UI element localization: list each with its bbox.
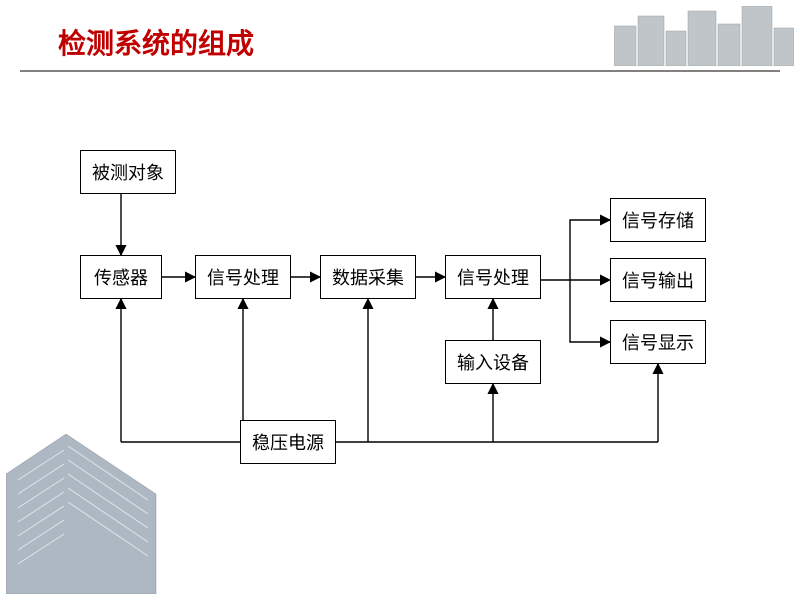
node-power-supply: 稳压电源 <box>240 420 336 464</box>
node-signal-proc-2: 信号处理 <box>445 255 541 299</box>
slide-title: 检测系统的组成 <box>58 22 254 62</box>
node-target-object: 被测对象 <box>80 150 176 194</box>
decor-building-bottom-left <box>6 434 166 594</box>
node-sensor: 传感器 <box>80 255 162 299</box>
node-signal-storage: 信号存储 <box>610 198 706 242</box>
decor-buildings-top-right <box>614 6 794 66</box>
node-data-acq: 数据采集 <box>320 255 416 299</box>
node-signal-proc-1: 信号处理 <box>195 255 291 299</box>
slide-stage: 检测系统的组成 被测对象 传感器 信号处理 数据采集 信号处理 信号存储 信号输… <box>0 0 800 600</box>
node-input-device: 输入设备 <box>445 340 541 384</box>
node-signal-display: 信号显示 <box>610 320 706 364</box>
node-signal-output: 信号输出 <box>610 258 706 302</box>
title-divider <box>20 70 780 72</box>
